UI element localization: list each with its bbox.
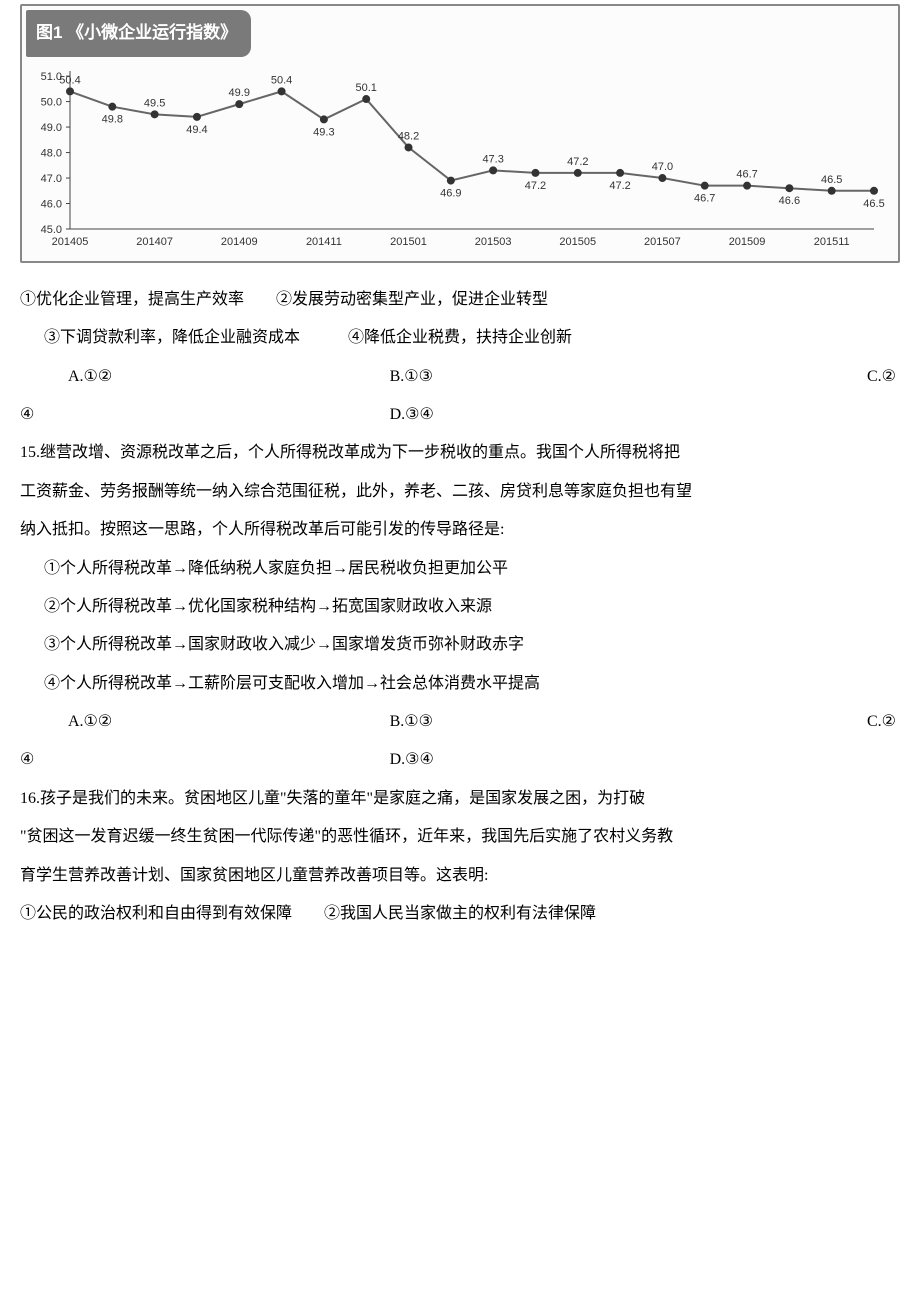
svg-text:46.5: 46.5 [821,174,842,186]
svg-text:46.5: 46.5 [863,198,884,210]
svg-text:201409: 201409 [221,236,258,248]
q15-stem-line1: 15.继营改增、资源税改革之后，个人所得税改革成为下一步税收的重点。我国个人所得… [20,434,900,472]
q15-item-4: ④个人所得税改革→工薪阶层可支配收入增加→社会总体消费水平提高 [20,665,900,703]
svg-text:49.9: 49.9 [229,87,250,99]
q15-item-1: ①个人所得税改革→降低纳税人家庭负担→居民税收负担更加公平 [20,550,900,588]
svg-text:50.4: 50.4 [271,74,292,86]
svg-text:46.6: 46.6 [779,195,800,207]
svg-text:201405: 201405 [52,236,89,248]
svg-text:46.9: 46.9 [440,187,461,199]
q14-option-a: A.①② [20,358,390,396]
svg-text:50.0: 50.0 [41,96,62,108]
svg-text:50.4: 50.4 [59,74,80,86]
svg-text:47.2: 47.2 [525,180,546,192]
svg-text:48.0: 48.0 [41,147,62,159]
q15-item-2: ②个人所得税改革→优化国家税种结构→拓宽国家财政收入来源 [20,588,900,626]
svg-text:47.2: 47.2 [567,156,588,168]
svg-text:201509: 201509 [729,236,766,248]
svg-text:201411: 201411 [306,236,342,248]
svg-text:45.0: 45.0 [41,224,62,236]
q14-item-1-2: ①优化企业管理，提高生产效率 ②发展劳动密集型产业，促进企业转型 [20,281,900,319]
svg-text:46.0: 46.0 [41,198,62,210]
svg-text:201503: 201503 [475,236,512,248]
svg-text:201507: 201507 [644,236,681,248]
svg-text:49.0: 49.0 [41,122,62,134]
svg-text:47.0: 47.0 [652,161,673,173]
svg-text:49.3: 49.3 [313,126,334,138]
q15-option-c-part2: ④ [20,741,390,779]
q14-option-c-part1: C.② [812,358,900,396]
svg-text:201407: 201407 [136,236,173,248]
q15-option-a: A.①② [20,703,390,741]
line-chart: 45.046.047.048.049.050.051.0201405201407… [22,57,888,257]
svg-text:201505: 201505 [559,236,596,248]
q16-item-1-2: ①公民的政治权利和自由得到有效保障 ②我国人民当家做主的权利有法律保障 [20,895,900,933]
q15-stem-line3: 纳入抵扣。按照这一思路，个人所得税改革后可能引发的传导路径是: [20,511,900,549]
chart-tab: 图1 《小微企业运行指数》 [26,10,251,57]
q16-stem-line3: 育学生营养改善计划、国家贫困地区儿童营养改善项目等。这表明: [20,857,900,895]
q15-option-d: D.③④ [390,741,812,779]
q14-item-3-4: ③下调贷款利率，降低企业融资成本 ④降低企业税费，扶持企业创新 [20,319,900,357]
svg-text:49.5: 49.5 [144,97,165,109]
q15-option-c-part1: C.② [812,703,900,741]
q15-item-3: ③个人所得税改革→国家财政收入减少→国家增发货币弥补财政赤字 [20,626,900,664]
q16-stem-line1: 16.孩子是我们的未来。贫困地区儿童"失落的童年"是家庭之痛，是国家发展之困，为… [20,780,900,818]
svg-text:49.4: 49.4 [186,124,207,136]
q14-option-d: D.③④ [390,396,812,434]
q14-option-c-part2: ④ [20,396,390,434]
q14-option-b: B.①③ [390,358,812,396]
q15-options: A.①② B.①③ C.② ④ D.③④ [20,703,900,780]
svg-text:201511: 201511 [814,236,850,248]
svg-text:47.2: 47.2 [609,180,630,192]
svg-text:201501: 201501 [390,236,427,248]
svg-text:47.3: 47.3 [482,153,503,165]
svg-text:47.0: 47.0 [41,173,62,185]
chart-container: 图1 《小微企业运行指数》 45.046.047.048.049.050.051… [20,4,900,263]
svg-text:50.1: 50.1 [355,82,376,94]
q16-stem-line2: "贫困这一发育迟缓一终生贫困一代际传递"的恶性循环，近年来，我国先后实施了农村义… [20,818,900,856]
svg-text:48.2: 48.2 [398,130,419,142]
svg-text:46.7: 46.7 [736,168,757,180]
q14-options: A.①② B.①③ C.② ④ D.③④ [20,358,900,435]
q15-stem-line2: 工资薪金、劳务报酬等统一纳入综合范围征税，此外，养老、二孩、房贷利息等家庭负担也… [20,473,900,511]
q15-option-b: B.①③ [390,703,812,741]
svg-text:49.8: 49.8 [102,113,123,125]
svg-text:46.7: 46.7 [694,192,715,204]
